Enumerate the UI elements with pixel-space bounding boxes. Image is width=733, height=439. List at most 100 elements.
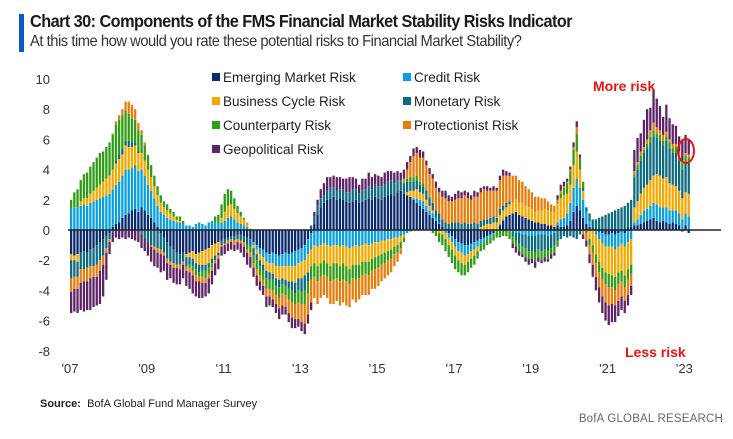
bar-segment [386,230,390,240]
bar-segment [527,219,530,230]
bar-segment [431,213,434,218]
bar-segment [518,243,521,252]
bar-segment [463,264,466,276]
bar-segment [521,254,524,258]
bar-segment [262,230,265,250]
bar-segment [185,270,188,286]
bar-segment [252,230,255,243]
bar-segment [562,195,566,218]
bar-segment [626,228,630,230]
bar-segment [636,201,639,220]
bar-segment [386,195,390,230]
bar-segment [550,225,553,230]
bar-segment [399,180,402,191]
bar-segment [412,181,415,191]
x-tick-label: '15 [369,361,386,376]
bar-segment [665,131,668,137]
bar-segment [95,187,98,200]
bar-segment [470,243,473,252]
bar-segment [159,233,162,250]
bar-segment [508,172,511,176]
y-tick-label: -6 [38,314,50,329]
bar-segment [617,300,620,317]
bar-segment [479,220,482,227]
bar-stack [146,154,150,256]
bar-segment [431,217,434,230]
legend-item: Counterparty Risk [212,118,331,133]
bar-segment [466,230,470,246]
bar-stack [137,122,140,243]
bar-segment [431,210,434,214]
bar-segment [95,157,98,188]
bar-segment [239,230,242,235]
bar-segment [121,175,124,218]
bar-segment [438,230,441,234]
bar-segment [236,242,239,250]
bar-segment [233,240,236,246]
bar-stack [383,172,386,279]
bar-segment [204,278,207,283]
bar-segment [319,245,322,264]
bar-segment [658,140,662,176]
bar-segment [310,225,313,230]
bar-segment [655,137,658,175]
bar-segment [578,230,582,235]
bar-segment [198,222,201,230]
bar-segment [441,219,444,227]
bar-segment [505,230,508,237]
bar-segment [361,261,364,276]
bar-segment [121,154,124,176]
bar-stack [406,162,409,234]
bar-stack [412,148,415,230]
bar-segment [582,217,585,230]
bar-segment [492,190,495,217]
bar-segment [460,263,463,276]
bar-stack [431,174,434,234]
bar-segment [271,299,274,308]
bar-segment [278,279,281,288]
bar-segment [134,142,137,146]
bar-segment [111,169,114,190]
bar-segment [678,190,681,214]
bar-segment [278,230,281,256]
bar-segment [290,317,294,329]
bar-segment [626,242,630,270]
bar-segment [89,193,92,203]
bar-segment [105,195,108,230]
bar-stack [438,187,441,243]
bar-segment [271,263,274,274]
bar-segment [95,264,98,277]
bar-segment [150,177,153,191]
bar-segment [86,252,89,268]
bar-stack [358,184,361,300]
bar-segment [191,270,194,276]
bar-segment [578,187,582,211]
bar-segment [620,281,623,297]
bar-segment [422,183,425,187]
bar-segment [425,211,428,230]
bar-stack [601,216,604,314]
bar-segment [265,296,268,308]
bar-segment [86,267,89,282]
bar-segment [422,186,425,194]
bar-segment [246,249,249,253]
bar-segment [489,223,492,230]
bar-segment [582,234,585,240]
bar-segment [582,181,585,188]
bar-segment [92,190,95,202]
bar-segment [335,278,338,301]
bar-segment [246,226,249,230]
bar-stack [338,177,342,306]
bar-segment [226,189,230,206]
legend-swatch [403,121,411,129]
bar-segment [226,237,230,241]
bar-segment [578,154,582,158]
bar-stack [390,171,393,273]
bar-stack [569,166,572,237]
bar-segment [156,186,159,196]
bar-segment [223,220,226,230]
bar-segment [633,207,636,223]
bar-stack [614,210,617,323]
bar-segment [233,236,236,241]
bar-stack [492,186,495,241]
